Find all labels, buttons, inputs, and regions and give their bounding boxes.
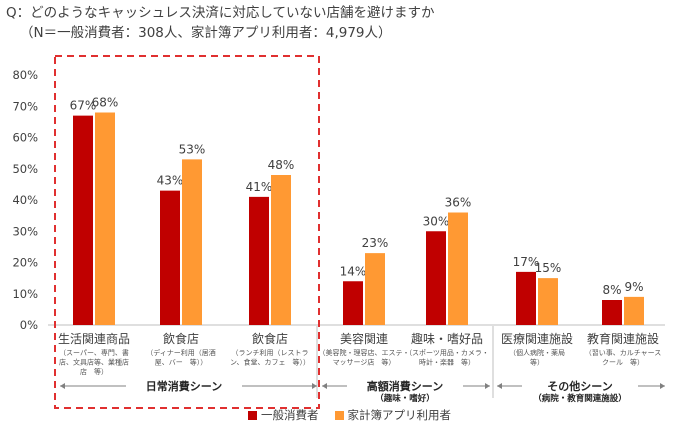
group-sublabel: （病院・教育関連施設） — [533, 393, 627, 404]
data-label: 67% — [70, 99, 97, 113]
category-label: 趣味・嗜好品 — [411, 331, 483, 346]
y-tick-label: 60% — [12, 131, 38, 145]
group-label-bg — [126, 379, 242, 393]
group-label-bg — [347, 377, 463, 403]
category-note: （美容院・理容店、エステ・ — [319, 348, 410, 357]
bar-series-2 — [182, 159, 202, 325]
question-text: Q：どのようなキャッシュレス決済に対応していない店舗を避けますか （N＝一般消費… — [6, 3, 434, 43]
data-label: 30% — [423, 214, 450, 228]
group-label-bg — [522, 377, 638, 403]
category-note: （ディナー利用（居酒 — [146, 348, 216, 357]
y-tick-label: 50% — [12, 162, 38, 176]
question-line-2: （N＝一般消費者：308人、家計簿アプリ利用者：4,979人） — [20, 25, 392, 41]
bar-series-1 — [73, 115, 93, 325]
legend-item-series-2: 家計簿アプリ利用者 — [334, 407, 452, 423]
y-tick-label: 20% — [12, 256, 38, 270]
y-tick-label: 70% — [12, 99, 38, 113]
bar-series-1 — [343, 281, 363, 325]
data-label: 8% — [602, 283, 621, 297]
group-arrow-right — [312, 383, 317, 389]
bar-series-2 — [271, 175, 291, 325]
bar-series-1 — [516, 271, 536, 325]
category-note: （習い事、カルチャース — [585, 348, 662, 357]
category-label: 美容関連 — [340, 331, 388, 346]
bar-series-2 — [95, 112, 115, 325]
group-label: 日常消費シーン — [146, 379, 222, 393]
question-line-1: Q：どのようなキャッシュレス決済に対応していない店舗を避けますか — [6, 5, 435, 21]
group-arrow-left — [497, 383, 502, 389]
category-label: 医療関連施設 — [501, 331, 573, 346]
data-label: 23% — [362, 236, 389, 250]
data-label: 15% — [535, 261, 562, 275]
legend: 一般消費者 家計簿アプリ利用者 — [248, 407, 467, 423]
category-note: 時計・楽器 等） — [419, 358, 475, 367]
legend-swatch-series-1 — [248, 410, 257, 420]
category-note: 店 等） — [80, 367, 108, 376]
category-label: 飲食店 — [252, 331, 288, 346]
data-label: 68% — [92, 96, 119, 110]
bar-series-1 — [602, 300, 622, 325]
data-label: 53% — [179, 142, 206, 156]
category-label: 教育関連施設 — [587, 331, 659, 346]
legend-swatch-series-2 — [334, 410, 344, 420]
bar-series-1 — [160, 190, 180, 325]
group-label: 高額消費シーン — [367, 379, 443, 393]
category-note: 屋、バー 等）） — [155, 358, 208, 367]
data-label: 43% — [157, 174, 184, 188]
highlight-dashed-box — [54, 55, 320, 409]
category-note: 等） — [530, 358, 544, 367]
data-label: 17% — [513, 255, 540, 269]
category-note: クール 等） — [602, 358, 644, 367]
y-tick-label: 0% — [20, 318, 38, 332]
legend-label-series-1: 一般消費者 — [261, 408, 319, 422]
data-label: 14% — [340, 264, 367, 278]
category-note: （スーパー、専門、書 — [59, 348, 129, 357]
group-arrow-right — [660, 383, 665, 389]
legend-item-series-1: 一般消費者 — [248, 407, 319, 423]
category-note: 店、文具店等、業種店 — [59, 358, 129, 367]
data-label: 48% — [268, 158, 295, 172]
data-label: 9% — [624, 280, 643, 294]
category-note: ン、食堂、カフェ 等）） — [230, 358, 310, 367]
category-label: 生活関連商品 — [58, 331, 130, 346]
category-note: （個人病院・薬局 — [509, 348, 565, 357]
y-tick-label: 10% — [12, 287, 38, 301]
group-arrow-left — [60, 383, 65, 389]
y-tick-label: 80% — [12, 68, 38, 82]
legend-label-series-2: 家計簿アプリ利用者 — [347, 408, 452, 422]
group-arrow-right — [485, 383, 490, 389]
category-note: （ランチ利用（レストラ — [232, 348, 309, 357]
data-label: 41% — [246, 180, 273, 194]
bar-series-2 — [448, 212, 468, 325]
bar-series-1 — [426, 231, 446, 325]
y-tick-label: 40% — [12, 193, 38, 207]
group-arrow-left — [322, 383, 327, 389]
bar-series-2 — [538, 278, 558, 325]
data-label: 36% — [445, 196, 472, 210]
y-tick-label: 30% — [12, 224, 38, 238]
group-label: その他シーン — [547, 379, 612, 393]
category-note: （スポーツ用品・カメラ・ — [405, 349, 489, 357]
category-label: 飲食店 — [163, 331, 199, 346]
group-sublabel: （趣味・嗜好） — [375, 393, 435, 404]
category-note: マッサージ店 等） — [333, 358, 396, 367]
bar-series-2 — [624, 296, 644, 325]
bar-series-2 — [365, 253, 385, 325]
bar-series-1 — [249, 196, 269, 325]
